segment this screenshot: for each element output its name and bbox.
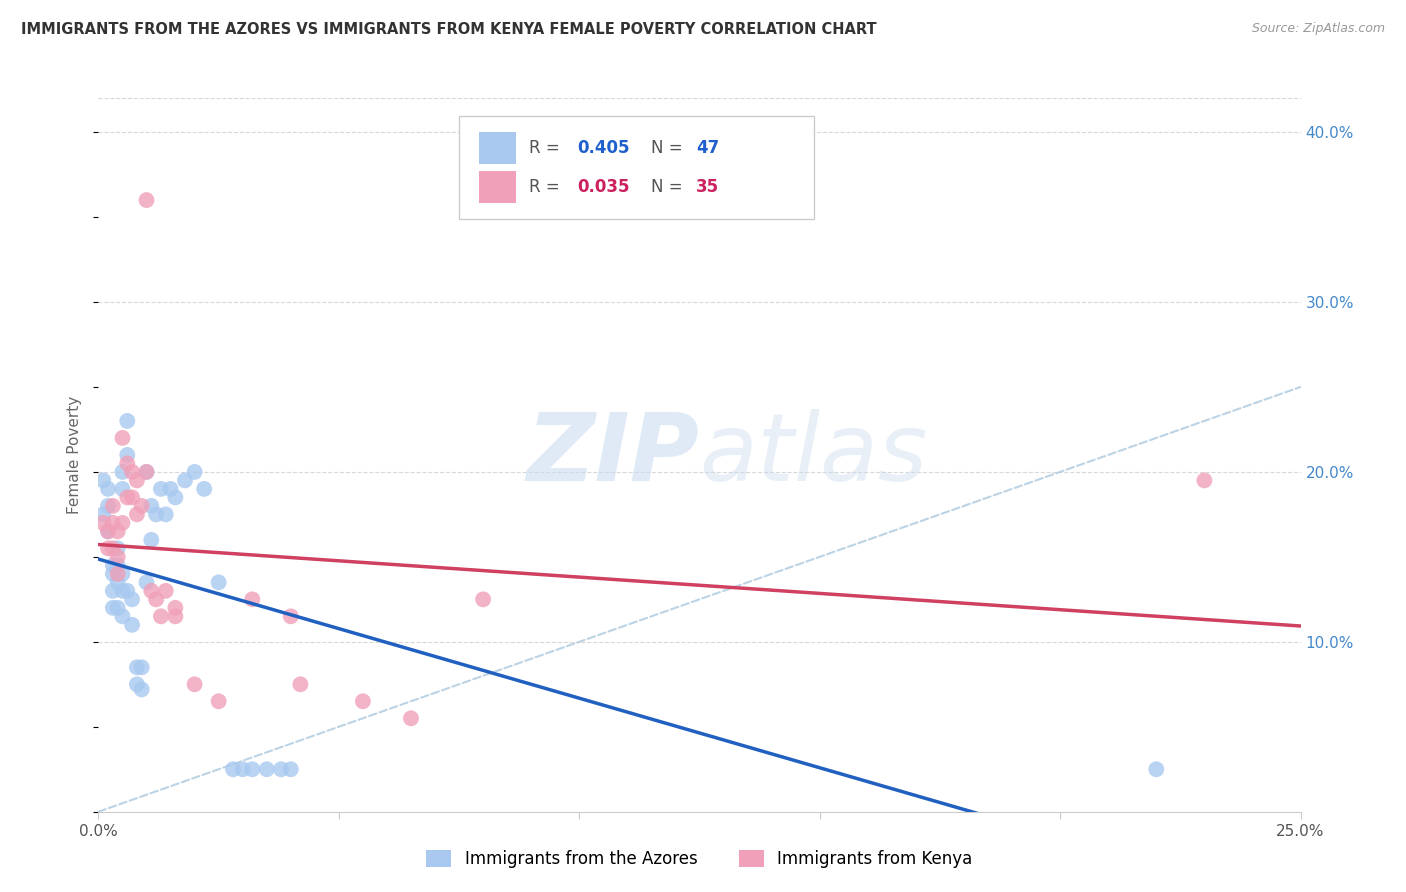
Point bbox=[472, 592, 495, 607]
Point bbox=[121, 491, 143, 505]
Text: atlas: atlas bbox=[700, 409, 928, 500]
Point bbox=[107, 549, 129, 564]
Point bbox=[121, 465, 143, 479]
Point bbox=[117, 583, 139, 598]
Point bbox=[97, 524, 120, 539]
Point bbox=[91, 508, 114, 522]
Text: 0.405: 0.405 bbox=[576, 139, 630, 157]
Point bbox=[174, 474, 197, 488]
Point bbox=[101, 558, 124, 573]
Point bbox=[121, 617, 143, 632]
Point bbox=[131, 660, 153, 674]
Bar bbox=[479, 171, 516, 203]
Point bbox=[183, 677, 205, 691]
Text: R =: R = bbox=[529, 139, 565, 157]
Point bbox=[117, 414, 139, 428]
Point bbox=[141, 533, 163, 547]
Point bbox=[240, 592, 263, 607]
Point bbox=[155, 583, 177, 598]
Point bbox=[125, 508, 148, 522]
Point bbox=[165, 600, 187, 615]
Point bbox=[1144, 762, 1167, 776]
Point bbox=[111, 516, 134, 530]
Point bbox=[135, 465, 157, 479]
Text: 35: 35 bbox=[696, 178, 718, 196]
Point bbox=[141, 583, 163, 598]
Point bbox=[121, 592, 143, 607]
Point bbox=[117, 491, 139, 505]
Point bbox=[208, 694, 231, 708]
Point bbox=[91, 516, 114, 530]
Text: 47: 47 bbox=[696, 139, 718, 157]
Point bbox=[101, 499, 124, 513]
Point bbox=[107, 558, 129, 573]
Point bbox=[125, 677, 148, 691]
Point bbox=[107, 566, 129, 581]
Text: IMMIGRANTS FROM THE AZORES VS IMMIGRANTS FROM KENYA FEMALE POVERTY CORRELATION C: IMMIGRANTS FROM THE AZORES VS IMMIGRANTS… bbox=[21, 22, 877, 37]
Point bbox=[1194, 474, 1216, 488]
Point bbox=[107, 600, 129, 615]
Point bbox=[193, 482, 215, 496]
Point bbox=[111, 482, 134, 496]
Point bbox=[149, 609, 172, 624]
Text: 0.035: 0.035 bbox=[576, 178, 630, 196]
Point bbox=[125, 474, 148, 488]
Point bbox=[111, 465, 134, 479]
Point bbox=[101, 566, 124, 581]
Point bbox=[135, 465, 157, 479]
Text: Source: ZipAtlas.com: Source: ZipAtlas.com bbox=[1251, 22, 1385, 36]
Point bbox=[111, 609, 134, 624]
Point bbox=[280, 609, 302, 624]
FancyBboxPatch shape bbox=[458, 116, 814, 219]
Point bbox=[159, 482, 181, 496]
Point bbox=[232, 762, 254, 776]
Point bbox=[97, 524, 120, 539]
Y-axis label: Female Poverty: Female Poverty bbox=[67, 396, 83, 514]
Point bbox=[101, 583, 124, 598]
Point bbox=[270, 762, 292, 776]
Point bbox=[107, 575, 129, 590]
Point bbox=[97, 541, 120, 556]
Text: N =: N = bbox=[651, 178, 689, 196]
Point bbox=[165, 609, 187, 624]
Point bbox=[155, 508, 177, 522]
Point bbox=[135, 193, 157, 207]
Point bbox=[222, 762, 245, 776]
Point bbox=[183, 465, 205, 479]
Point bbox=[111, 431, 134, 445]
Point bbox=[165, 491, 187, 505]
Point bbox=[107, 524, 129, 539]
Point bbox=[135, 575, 157, 590]
Point bbox=[208, 575, 231, 590]
Point bbox=[141, 499, 163, 513]
Point bbox=[117, 448, 139, 462]
Text: ZIP: ZIP bbox=[527, 409, 700, 501]
Point bbox=[125, 660, 148, 674]
Text: R =: R = bbox=[529, 178, 565, 196]
Point bbox=[101, 541, 124, 556]
Point bbox=[101, 600, 124, 615]
Point bbox=[111, 583, 134, 598]
Point bbox=[111, 566, 134, 581]
Point bbox=[240, 762, 263, 776]
Point bbox=[97, 482, 120, 496]
Text: N =: N = bbox=[651, 139, 689, 157]
Point bbox=[149, 482, 172, 496]
Point bbox=[107, 541, 129, 556]
Point bbox=[91, 474, 114, 488]
Bar bbox=[479, 132, 516, 164]
Point bbox=[290, 677, 312, 691]
Point bbox=[145, 508, 167, 522]
Point bbox=[352, 694, 374, 708]
Point bbox=[101, 516, 124, 530]
Point bbox=[399, 711, 422, 725]
Point bbox=[145, 592, 167, 607]
Point bbox=[117, 457, 139, 471]
Point bbox=[131, 682, 153, 697]
Point bbox=[131, 499, 153, 513]
Point bbox=[280, 762, 302, 776]
Point bbox=[256, 762, 278, 776]
Point bbox=[97, 499, 120, 513]
Legend: Immigrants from the Azores, Immigrants from Kenya: Immigrants from the Azores, Immigrants f… bbox=[419, 843, 980, 875]
